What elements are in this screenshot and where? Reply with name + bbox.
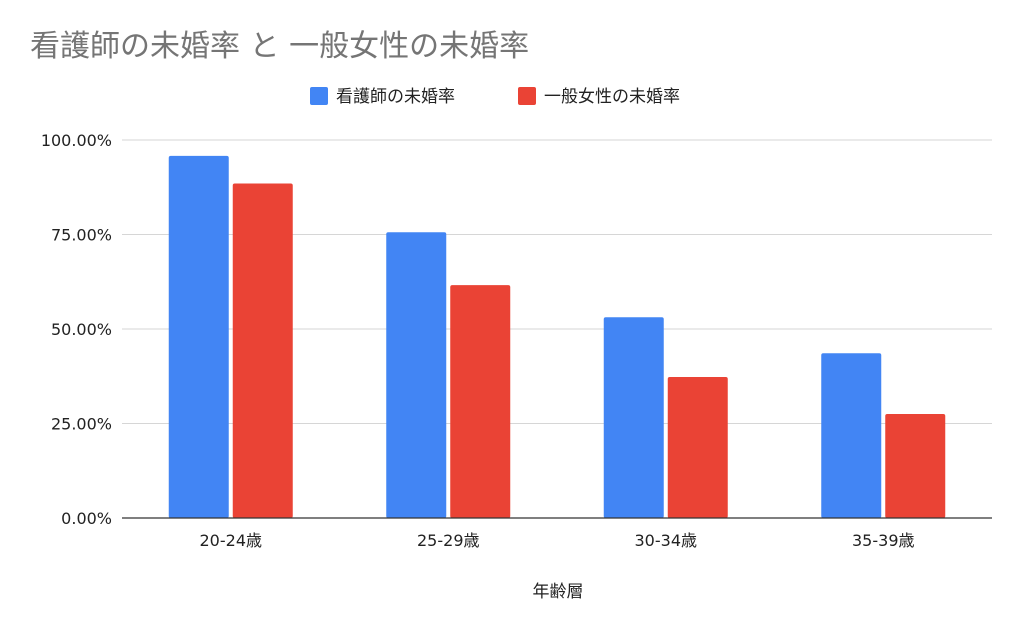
y-tick-label: 25.00% <box>51 415 112 434</box>
y-tick-label: 0.00% <box>61 509 112 528</box>
chart-title: 看護師の未婚率 と 一般女性の未婚率 <box>30 29 529 64</box>
x-tick-label: 30-34歳 <box>635 531 698 550</box>
x-tick-label: 35-39歳 <box>852 531 915 550</box>
bars <box>168 155 946 518</box>
x-tick-label: 25-29歳 <box>417 531 480 550</box>
bar-nurse-2[interactable] <box>386 232 447 518</box>
legend-item-general-women[interactable]: 一般女性の未婚率 <box>518 87 680 107</box>
x-tick-label: 20-24歳 <box>200 531 263 550</box>
legend-label-nurse: 看護師の未婚率 <box>336 87 455 107</box>
bar-nurse-4[interactable] <box>821 353 882 518</box>
legend: 看護師の未婚率 一般女性の未婚率 <box>310 87 680 107</box>
x-axis-tick-labels: 20-24歳 25-29歳 30-34歳 35-39歳 <box>200 531 915 550</box>
bar-general-women-3[interactable] <box>667 377 728 518</box>
legend-label-general-women: 一般女性の未婚率 <box>544 87 680 107</box>
y-tick-label: 50.00% <box>51 320 112 339</box>
legend-item-nurse[interactable]: 看護師の未婚率 <box>310 87 455 107</box>
legend-swatch-general-women <box>518 87 536 105</box>
x-axis-title: 年齢層 <box>533 582 584 602</box>
legend-swatch-nurse <box>310 87 328 105</box>
bar-general-women-2[interactable] <box>450 285 511 518</box>
y-tick-label: 100.00% <box>41 131 112 150</box>
y-axis-tick-labels: 0.00% 25.00% 50.00% 75.00% 100.00% <box>41 131 112 528</box>
bar-nurse-3[interactable] <box>603 317 664 518</box>
bar-general-women-1[interactable] <box>232 183 293 518</box>
bar-general-women-4[interactable] <box>885 414 946 518</box>
y-tick-label: 75.00% <box>51 226 112 245</box>
bar-nurse-1[interactable] <box>168 155 229 518</box>
